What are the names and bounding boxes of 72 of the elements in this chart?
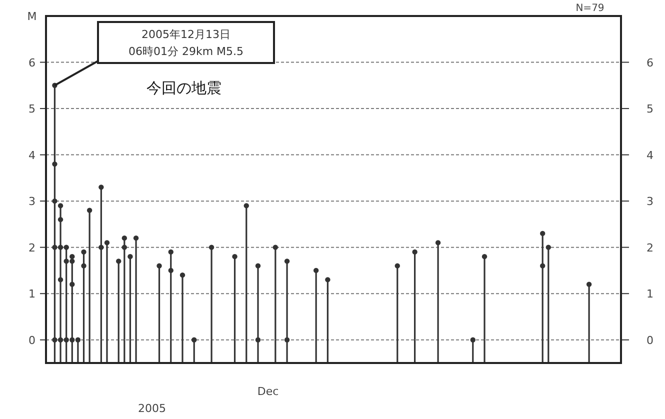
point [586, 282, 592, 287]
point [470, 337, 476, 342]
point [168, 268, 174, 274]
text: N=79 [576, 3, 604, 14]
point [180, 272, 186, 278]
point [81, 263, 86, 268]
point [232, 254, 238, 260]
point [70, 282, 75, 287]
point [482, 254, 488, 260]
point [122, 235, 128, 241]
annotation: 2005年12月13日 06時01分 29km M5.5 [128, 28, 244, 58]
point [52, 198, 58, 204]
y-tick-label: 2 [28, 241, 36, 254]
point [70, 258, 75, 264]
text: Dec [257, 385, 279, 398]
y2-tick-label: 1 [646, 288, 654, 301]
point [58, 203, 64, 208]
y2-tick-label: 2 [646, 241, 654, 254]
point [272, 244, 278, 250]
point [128, 254, 133, 260]
point [58, 337, 64, 342]
y-axis-title: M [27, 10, 37, 23]
point [64, 244, 69, 250]
point [75, 337, 81, 342]
point [58, 216, 64, 222]
y2-tick-label: 0 [646, 334, 654, 347]
point [546, 244, 551, 250]
y-tick-label: 1 [28, 288, 36, 301]
x-axis-title: 2005 [138, 402, 166, 415]
point [208, 244, 214, 250]
point [435, 240, 441, 246]
point [52, 161, 58, 167]
point [540, 263, 546, 268]
point [255, 337, 261, 342]
annotation: 今回の地震 [146, 79, 222, 97]
y-tick-label: 0 [28, 334, 36, 347]
y2-tick-label: 3 [646, 195, 654, 208]
y-tick-label: 5 [28, 102, 36, 116]
point [313, 268, 319, 274]
y-tick-label: 4 [28, 148, 36, 162]
point [70, 254, 75, 260]
point [540, 230, 546, 236]
y2-tick-label: 5 [646, 102, 654, 116]
point [86, 208, 92, 213]
point [192, 337, 197, 342]
point [122, 244, 128, 250]
point [64, 337, 69, 342]
point [104, 240, 110, 246]
point [168, 249, 174, 255]
point [325, 277, 330, 282]
point [284, 258, 290, 264]
point [116, 258, 122, 264]
point [394, 263, 400, 268]
point [70, 337, 75, 342]
point [412, 249, 418, 255]
point [98, 244, 104, 250]
y-tick-label: 6 [28, 56, 36, 70]
point [64, 258, 69, 264]
point [81, 249, 86, 255]
point [255, 263, 261, 268]
point [284, 337, 290, 342]
y2-tick-label: 4 [646, 148, 654, 162]
point [58, 244, 64, 250]
point [52, 244, 58, 250]
point [52, 337, 58, 342]
point [98, 184, 104, 190]
point [244, 203, 249, 208]
point [133, 235, 139, 241]
y-tick-label: 3 [28, 195, 36, 208]
y2-tick-label: 6 [646, 56, 654, 70]
point [58, 277, 64, 282]
point [156, 263, 162, 268]
